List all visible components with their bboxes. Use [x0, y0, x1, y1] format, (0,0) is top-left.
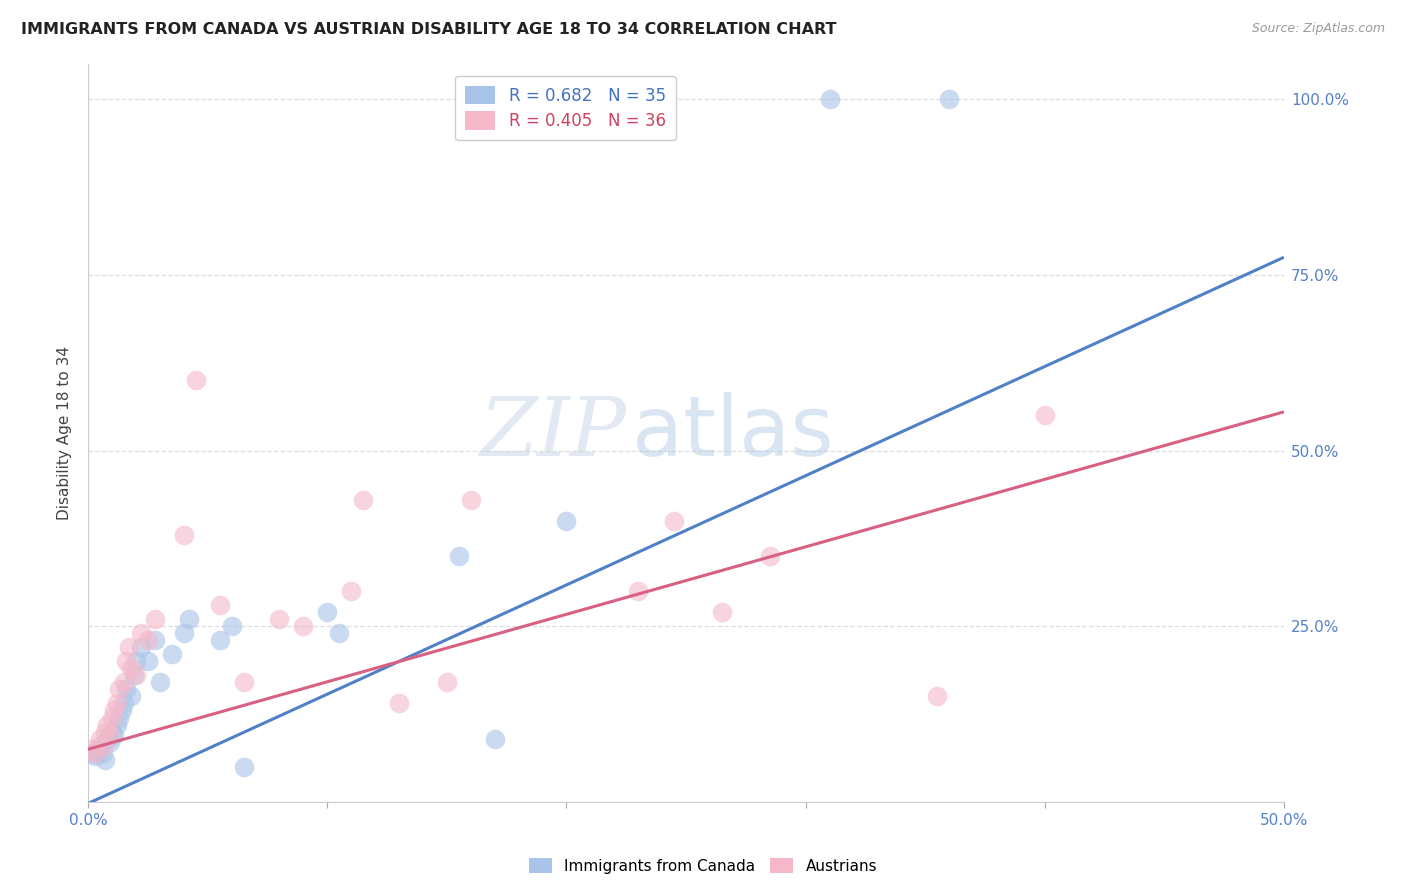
Point — [103, 728, 125, 742]
Point — [120, 690, 142, 704]
Point — [221, 619, 243, 633]
Legend: R = 0.682   N = 35, R = 0.405   N = 36: R = 0.682 N = 35, R = 0.405 N = 36 — [456, 76, 676, 140]
Point — [84, 749, 107, 764]
Point — [269, 612, 291, 626]
Point — [555, 514, 578, 528]
Point — [292, 619, 315, 633]
Point — [173, 528, 195, 542]
Y-axis label: Disability Age 18 to 34: Disability Age 18 to 34 — [58, 346, 72, 520]
Point — [232, 675, 254, 690]
Point — [112, 675, 135, 690]
Point — [84, 746, 107, 760]
Point — [149, 675, 172, 690]
Point — [94, 724, 117, 739]
Point — [98, 735, 121, 749]
Point — [129, 626, 152, 640]
Point — [177, 612, 200, 626]
Point — [108, 710, 131, 724]
Point — [662, 514, 685, 528]
Point — [818, 92, 841, 106]
Point — [160, 647, 183, 661]
Point — [316, 605, 339, 619]
Point — [82, 746, 104, 760]
Point — [87, 742, 110, 756]
Point — [108, 682, 131, 697]
Point — [758, 549, 780, 563]
Point — [120, 661, 142, 675]
Point — [208, 633, 231, 648]
Point — [115, 654, 138, 668]
Point — [352, 492, 374, 507]
Point — [627, 584, 650, 599]
Point — [184, 373, 207, 387]
Point — [328, 626, 350, 640]
Point — [89, 739, 111, 753]
Point — [125, 668, 148, 682]
Point — [125, 654, 148, 668]
Point — [101, 724, 124, 739]
Point — [101, 710, 124, 724]
Point — [96, 717, 118, 731]
Point — [136, 654, 159, 668]
Point — [436, 675, 458, 690]
Point — [143, 633, 166, 648]
Point — [1033, 409, 1056, 423]
Point — [96, 731, 118, 746]
Point — [91, 746, 114, 760]
Point — [143, 612, 166, 626]
Point — [111, 704, 134, 718]
Text: atlas: atlas — [633, 392, 834, 474]
Point — [447, 549, 470, 563]
Text: Source: ZipAtlas.com: Source: ZipAtlas.com — [1251, 22, 1385, 36]
Point — [118, 640, 141, 655]
Point — [103, 704, 125, 718]
Point — [173, 626, 195, 640]
Point — [208, 598, 231, 612]
Point — [94, 753, 117, 767]
Point — [105, 717, 128, 731]
Point — [927, 690, 949, 704]
Point — [105, 697, 128, 711]
Point — [115, 682, 138, 697]
Legend: Immigrants from Canada, Austrians: Immigrants from Canada, Austrians — [523, 852, 883, 880]
Point — [122, 668, 145, 682]
Point — [484, 731, 506, 746]
Point — [112, 697, 135, 711]
Point — [938, 92, 960, 106]
Point — [79, 742, 101, 756]
Point — [98, 728, 121, 742]
Point — [136, 633, 159, 648]
Point — [232, 760, 254, 774]
Point — [340, 584, 363, 599]
Point — [388, 697, 411, 711]
Point — [91, 739, 114, 753]
Point — [460, 492, 482, 507]
Point — [710, 605, 733, 619]
Point — [89, 731, 111, 746]
Text: IMMIGRANTS FROM CANADA VS AUSTRIAN DISABILITY AGE 18 TO 34 CORRELATION CHART: IMMIGRANTS FROM CANADA VS AUSTRIAN DISAB… — [21, 22, 837, 37]
Text: ZIP: ZIP — [479, 393, 626, 473]
Point — [129, 640, 152, 655]
